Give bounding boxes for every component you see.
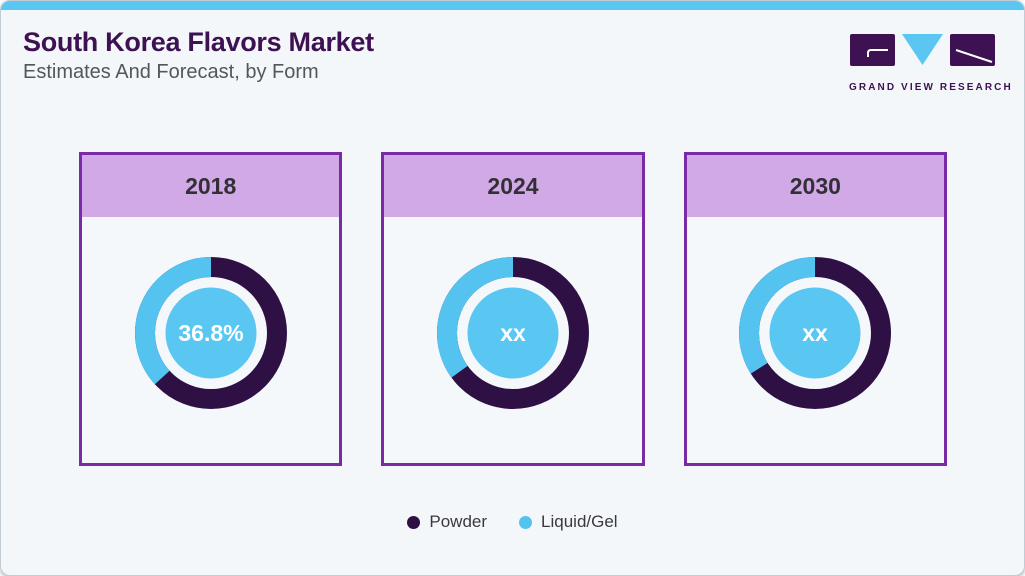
page-title: South Korea Flavors Market	[23, 27, 374, 57]
powder-legend-dot-icon	[407, 515, 421, 529]
panel-2024: 2024 xx	[381, 152, 645, 466]
panel-2024-body: xx	[384, 217, 641, 463]
donut-panels: 2018 36.8% 2024 xx	[79, 152, 947, 466]
legend-label: Liquid/Gel	[541, 512, 618, 531]
donut-center-value: 36.8%	[178, 320, 243, 346]
donut-chart-2018: 36.8%	[134, 257, 287, 409]
donut-chart-2024: xx	[436, 257, 589, 409]
panel-2018: 2018 36.8%	[79, 152, 343, 466]
top-accent-bar	[1, 1, 1024, 10]
panel-2030-year-label: 2030	[789, 172, 841, 199]
legend-label: Powder	[429, 512, 488, 531]
panel-2024-year-label: 2024	[487, 172, 539, 199]
panel-2024-header: 2024	[384, 155, 642, 217]
liquid-gel-legend-dot-icon	[519, 515, 533, 529]
gvr-logo: GRAND VIEW RESEARCH	[849, 31, 1013, 93]
legend-item-liquid-gel: Liquid/Gel	[519, 512, 618, 532]
donut-center-value: xx	[803, 320, 829, 346]
legend-item-powder: Powder	[407, 512, 487, 532]
panel-2018-header: 2018	[82, 155, 340, 217]
page-subtitle: Estimates And Forecast, by Form	[23, 61, 319, 83]
header: South Korea Flavors Market Estimates And…	[23, 27, 374, 84]
liquid-gel-segment	[739, 257, 892, 409]
donut-chart-2030: xx	[739, 257, 892, 409]
liquid-gel-segment	[436, 257, 589, 409]
gvr-logo-text: GRAND VIEW RESEARCH	[849, 82, 1013, 93]
chart-legend: Powder Liquid/Gel	[1, 512, 1024, 532]
panel-2030-header: 2030	[686, 155, 944, 217]
panel-2018-year-label: 2018	[185, 172, 237, 199]
donut-center-disc	[769, 287, 861, 379]
panel-2018-body: 36.8%	[82, 217, 339, 463]
panel-2030-body: xx	[687, 217, 944, 463]
donut-center-disc	[165, 287, 257, 379]
donut-center-disc	[467, 287, 559, 379]
panel-2030: 2030 xx	[683, 152, 947, 466]
liquid-gel-segment	[134, 257, 287, 409]
donut-center-value: xx	[500, 320, 526, 346]
gvr-logo-icon	[850, 34, 995, 66]
